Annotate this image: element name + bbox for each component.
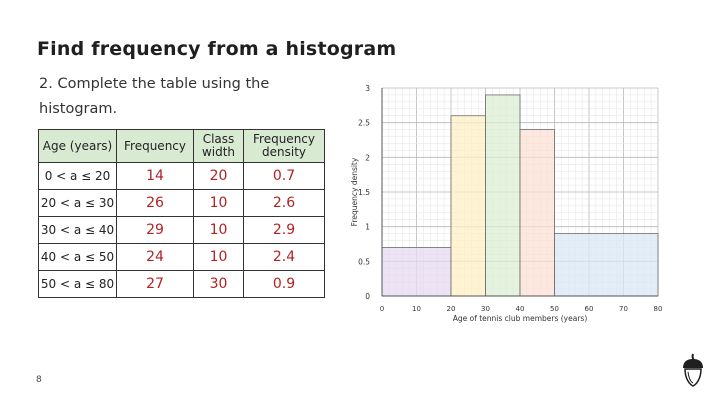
cell-class-width: 10 bbox=[193, 243, 244, 271]
x-tick-label: 40 bbox=[516, 305, 525, 313]
x-tick-label: 30 bbox=[481, 305, 490, 313]
y-tick-label: 1.5 bbox=[358, 188, 370, 197]
y-tick-label: 3 bbox=[365, 84, 370, 93]
table-row: 0 < a ≤ 20 14 20 0.7 bbox=[38, 162, 325, 190]
frequency-table: Age (years) Frequency Class width Freque… bbox=[38, 129, 325, 298]
histogram-bar bbox=[450, 115, 486, 297]
table-header-row: Age (years) Frequency Class width Freque… bbox=[38, 129, 325, 163]
cell-age: 50 < a ≤ 80 bbox=[38, 270, 117, 298]
page-number: 8 bbox=[36, 375, 42, 385]
cell-frequency-density: 2.6 bbox=[243, 189, 325, 217]
histogram-bar bbox=[554, 233, 659, 297]
table-row: 50 < a ≤ 80 27 30 0.9 bbox=[38, 270, 325, 298]
cell-frequency-density: 2.9 bbox=[243, 216, 325, 244]
acorn-logo-icon bbox=[683, 353, 703, 387]
x-tick-label: 10 bbox=[412, 305, 421, 313]
header-age: Age (years) bbox=[38, 129, 117, 163]
table-row: 20 < a ≤ 30 26 10 2.6 bbox=[38, 189, 325, 217]
cell-frequency-density: 2.4 bbox=[243, 243, 325, 271]
x-tick-label: 50 bbox=[550, 305, 559, 313]
cell-class-width: 20 bbox=[193, 162, 244, 190]
cell-class-width: 30 bbox=[193, 270, 244, 298]
cell-age: 40 < a ≤ 50 bbox=[38, 243, 117, 271]
cell-frequency: 14 bbox=[116, 162, 194, 190]
cell-frequency: 24 bbox=[116, 243, 194, 271]
cell-frequency-density: 0.7 bbox=[243, 162, 325, 190]
x-tick-label: 20 bbox=[447, 305, 456, 313]
y-tick-label: 0.5 bbox=[358, 257, 370, 266]
header-class-width: Class width bbox=[193, 129, 244, 163]
x-tick-label: 60 bbox=[585, 305, 594, 313]
cell-frequency: 27 bbox=[116, 270, 194, 298]
histogram-bar bbox=[381, 247, 452, 297]
cell-age: 20 < a ≤ 30 bbox=[38, 189, 117, 217]
slide-title: Find frequency from a histogram bbox=[37, 38, 397, 60]
cell-frequency: 29 bbox=[116, 216, 194, 244]
cell-age: 30 < a ≤ 40 bbox=[38, 216, 117, 244]
y-tick-label: 0 bbox=[365, 292, 370, 301]
cell-class-width: 10 bbox=[193, 216, 244, 244]
cell-frequency-density: 0.9 bbox=[243, 270, 325, 298]
header-frequency-density: Frequency density bbox=[243, 129, 325, 163]
y-tick-label: 2.5 bbox=[358, 119, 370, 128]
histogram-bar bbox=[519, 129, 555, 297]
y-axis-label: Frequency density bbox=[350, 157, 359, 226]
cell-frequency: 26 bbox=[116, 189, 194, 217]
x-tick-label: 70 bbox=[619, 305, 628, 313]
x-axis-label: Age of tennis club members (years) bbox=[453, 314, 588, 323]
y-tick-label: 1 bbox=[365, 223, 370, 232]
y-tick-label: 2 bbox=[365, 153, 370, 162]
cell-age: 0 < a ≤ 20 bbox=[38, 162, 117, 190]
histogram-bar bbox=[485, 94, 521, 297]
histogram-chart: 0 10 20 30 40 50 60 70 80 0 0.5 1 1.5 2 2.5 3 Age of ten… bbox=[350, 84, 663, 323]
table-row: 30 < a ≤ 40 29 10 2.9 bbox=[38, 216, 325, 244]
x-tick-label: 0 bbox=[380, 305, 384, 313]
header-frequency: Frequency bbox=[116, 129, 194, 163]
cell-class-width: 10 bbox=[193, 189, 244, 217]
instruction-text: 2. Complete the table using the histogra… bbox=[39, 76, 270, 117]
table-row: 40 < a ≤ 50 24 10 2.4 bbox=[38, 243, 325, 271]
x-tick-label: 80 bbox=[654, 305, 663, 313]
